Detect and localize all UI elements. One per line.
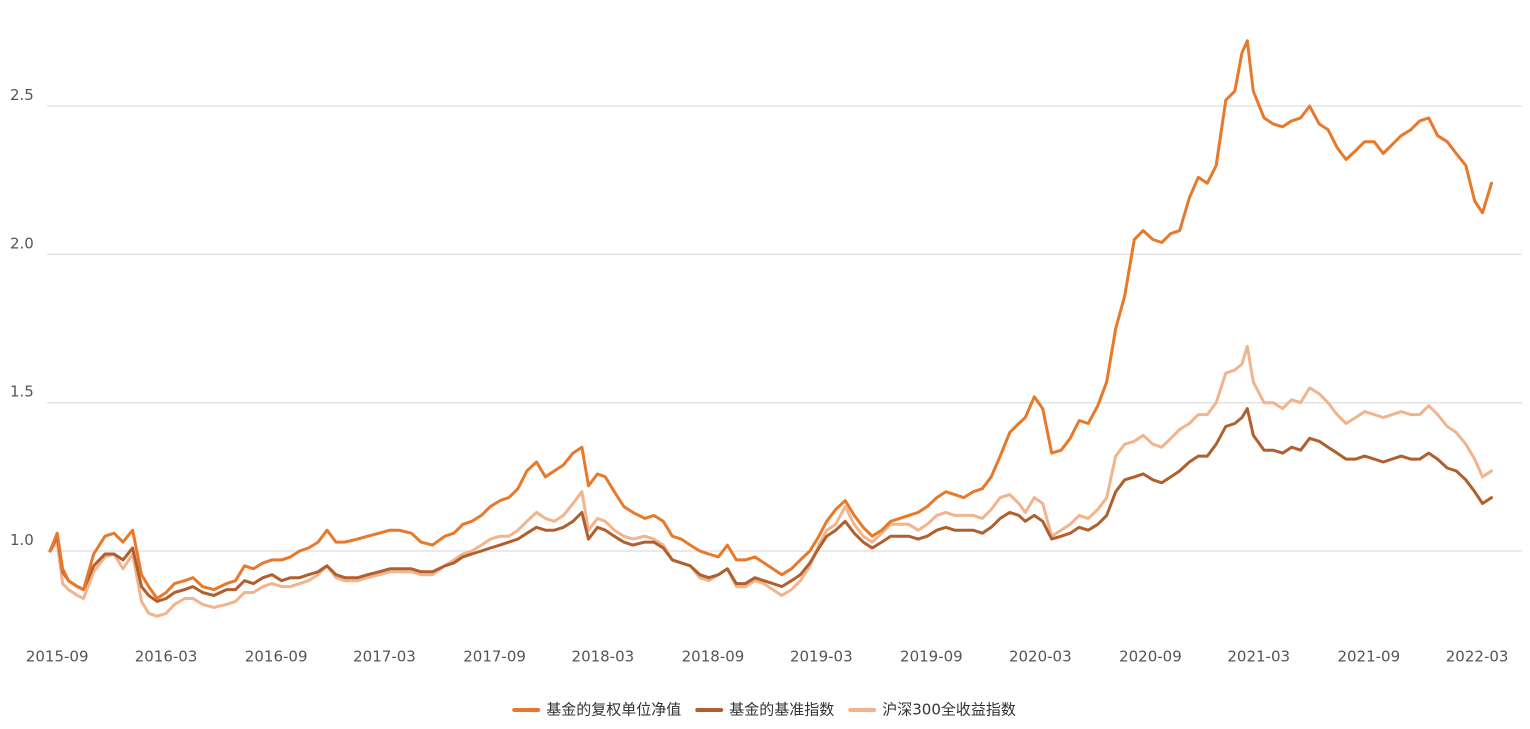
x-tick-label: 2019-09 xyxy=(900,648,963,666)
y-axis-tick-labels: 1.0 1.5 2.0 2.5 xyxy=(10,86,34,549)
series-line-2 xyxy=(48,344,1493,618)
x-tick-label: 2020-03 xyxy=(1009,648,1072,666)
legend-label: 基金的基准指数 xyxy=(729,701,834,719)
x-tick-label: 2021-03 xyxy=(1227,648,1290,666)
legend-item: 基金的基准指数 xyxy=(695,701,834,719)
x-tick-label: 2021-09 xyxy=(1337,648,1400,666)
x-tick-label: 2015-09 xyxy=(26,648,89,666)
x-tick-label: 2016-09 xyxy=(245,648,308,666)
legend-label: 沪深300全收益指数 xyxy=(882,701,1016,719)
x-axis-tick-labels: 2015-09 2016-03 2016-09 2017-03 2017-09 2018-… xyxy=(26,648,1509,666)
x-tick-label: 2018-03 xyxy=(572,648,635,666)
y-tick-label: 1.0 xyxy=(10,531,34,549)
x-tick-label: 2017-09 xyxy=(463,648,526,666)
legend-item: 沪深300全收益指数 xyxy=(848,701,1016,719)
x-tick-label: 2022-03 xyxy=(1446,648,1509,666)
y-tick-label: 2.0 xyxy=(10,234,34,252)
y-tick-label: 1.5 xyxy=(10,383,34,401)
y-tick-label: 2.5 xyxy=(10,86,34,104)
series-line-0 xyxy=(48,39,1493,600)
series-line-1 xyxy=(48,407,1493,603)
x-tick-label: 2018-09 xyxy=(682,648,745,666)
series-lines xyxy=(48,39,1493,618)
legend: 基金的复权单位净值 基金的基准指数 沪深300全收益指数 xyxy=(512,701,1016,719)
x-tick-label: 2016-03 xyxy=(135,648,198,666)
grid-lines xyxy=(47,105,1522,552)
x-tick-label: 2017-03 xyxy=(353,648,416,666)
x-tick-label: 2019-03 xyxy=(790,648,853,666)
legend-item: 基金的复权单位净值 xyxy=(512,701,681,719)
legend-label: 基金的复权单位净值 xyxy=(546,701,681,719)
x-tick-label: 2020-09 xyxy=(1119,648,1182,666)
